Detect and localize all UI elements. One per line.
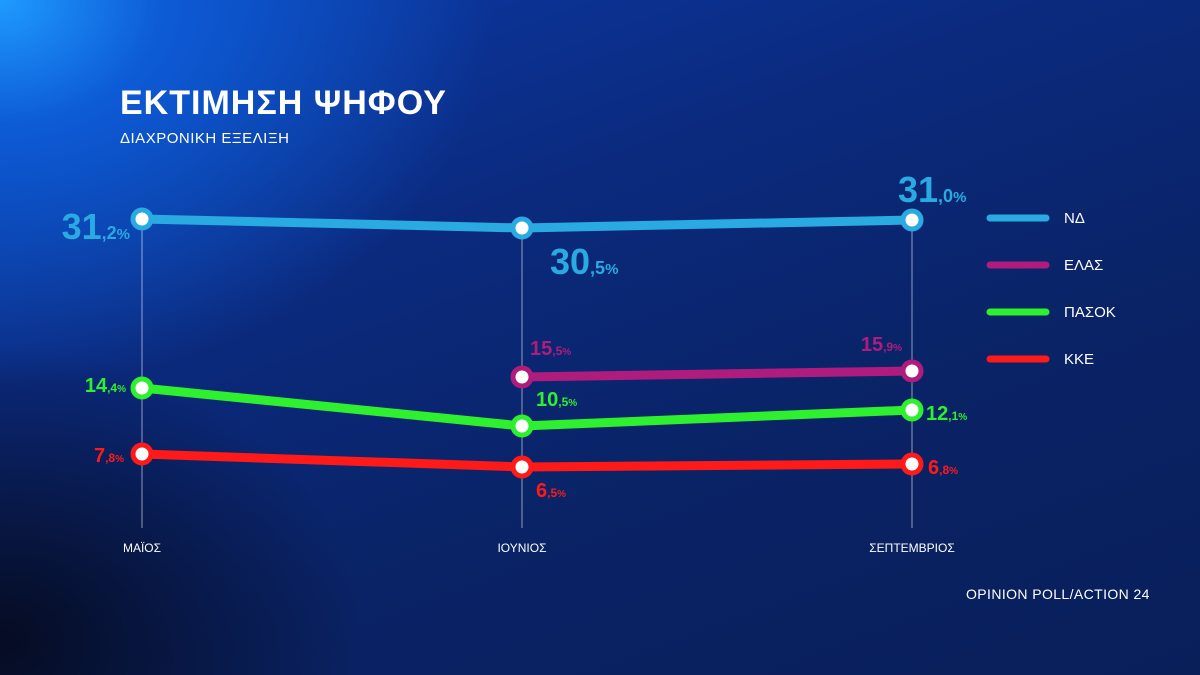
data-label-nd: 31,0% [898,169,966,210]
data-point-kke [510,455,534,479]
data-label-pasok: 10,5% [536,389,577,411]
legend-label-kke: ΚΚΕ [1064,351,1094,368]
x-tick-label: ΙΟΥΝΙΟΣ [497,541,546,555]
data-point-nd [130,207,154,231]
data-point-pasok [130,376,154,400]
data-label-elas: 15,9% [861,334,902,356]
data-point-elas [900,359,924,383]
data-label-nd: 31,2% [62,206,130,247]
data-point-pasok [900,398,924,422]
legend-label-elas: ΕΛΑΣ [1064,257,1103,274]
x-tick-label: ΣΕΠΤΕΜΒΡΙΟΣ [869,541,955,555]
data-label-kke: 7,8% [94,445,124,467]
legend-label-pasok: ΠΑΣΟΚ [1064,304,1116,321]
data-label-nd: 30,5% [550,241,618,282]
data-label-elas: 15,5% [530,338,571,360]
data-point-nd [510,216,534,240]
series-line-elas [517,366,917,382]
legend-label-nd: ΝΔ [1064,210,1085,227]
data-label-kke: 6,8% [928,457,958,479]
data-label-pasok: 14,4% [85,375,126,397]
data-point-kke [900,452,924,476]
data-point-elas [510,365,534,389]
source-credit: OPINION POLL/ACTION 24 [966,586,1150,602]
x-tick-label: ΜΑΪΟΣ [123,541,161,555]
data-label-pasok: 12,1% [926,403,967,425]
data-point-pasok [510,414,534,438]
data-label-kke: 6,5% [536,480,566,502]
data-point-kke [130,442,154,466]
chart-subtitle: ΔΙΑΧΡΟΝΙΚΗ ΕΞΕΛΙΞΗ [120,130,290,147]
chart-title: ΕΚΤΙΜΗΣΗ ΨΗΦΟΥ [120,84,447,122]
data-point-nd [900,208,924,232]
